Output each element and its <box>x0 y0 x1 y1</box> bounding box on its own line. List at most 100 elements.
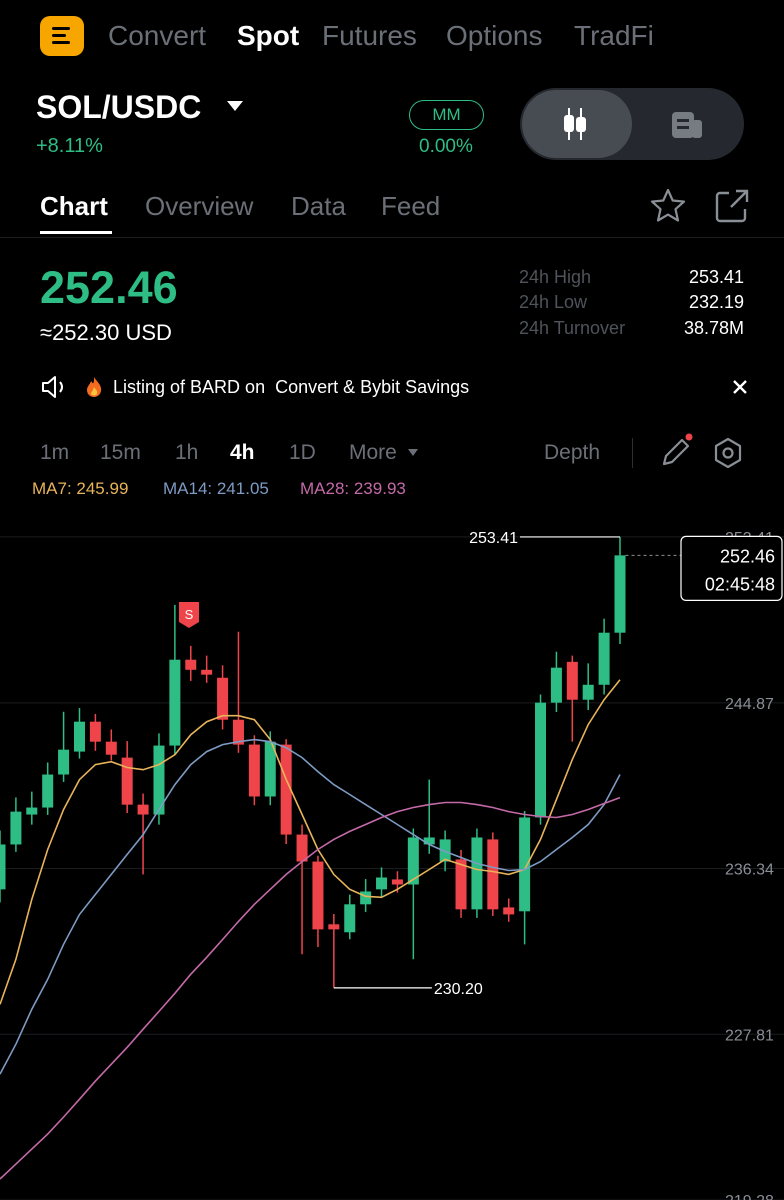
fire-icon <box>87 377 102 397</box>
signal-shape <box>179 602 199 628</box>
ma-line <box>0 679 621 1005</box>
candle-body <box>550 667 562 703</box>
price-change: +8.11% <box>36 135 103 157</box>
candle-body <box>217 677 229 720</box>
tab[interactable]: Feed <box>381 191 441 221</box>
candle-body <box>487 839 499 910</box>
candle-body <box>407 837 419 885</box>
last-price-label: 252.46 <box>720 546 775 566</box>
stat-label: 24h Turnover <box>519 318 626 338</box>
candle-body <box>26 807 38 815</box>
candle-body <box>105 741 117 755</box>
candle-body <box>391 879 403 885</box>
candle-body <box>58 749 70 775</box>
stat-label: 24h Low <box>519 292 588 312</box>
candle-body <box>423 837 435 845</box>
y-tick-label: 227.81 <box>725 1027 774 1044</box>
more-caret <box>408 449 418 456</box>
interval[interactable]: 1m <box>40 441 70 464</box>
low-marker-label: 230.20 <box>434 981 483 998</box>
candle-body <box>519 817 531 912</box>
countdown: 02:45:48 <box>705 574 775 594</box>
candle-body <box>471 837 483 910</box>
nav-tab[interactable]: Futures <box>322 20 417 51</box>
interval[interactable]: 15m <box>100 441 141 464</box>
chart: 253.41244.87236.34227.81219.28253.41230.… <box>0 530 784 1200</box>
nav-tab[interactable]: TradFi <box>574 20 654 51</box>
candle-body <box>89 721 101 742</box>
candle-body <box>0 844 6 890</box>
y-tick-label: 236.34 <box>725 862 774 879</box>
divider <box>0 237 784 238</box>
candle-body <box>312 861 324 930</box>
close-icon[interactable] <box>731 378 749 396</box>
nav-tab[interactable]: Convert <box>108 20 207 51</box>
candle-body <box>73 721 85 752</box>
tab-active[interactable]: Chart <box>40 191 108 221</box>
candle-body <box>582 684 594 700</box>
candle-body <box>10 811 22 845</box>
candle-body <box>280 744 292 835</box>
stat-value: 253.41 <box>688 267 744 287</box>
candle-body <box>328 924 340 930</box>
interval-active[interactable]: 4h <box>230 441 255 464</box>
stat-value: 38.78M <box>683 318 744 338</box>
nav-tab-active[interactable]: Spot <box>237 20 300 51</box>
favorite-icon[interactable] <box>649 187 687 225</box>
speaker-icon <box>42 376 63 398</box>
candle-body <box>264 741 276 797</box>
last-price: 252.46 <box>40 262 178 313</box>
interval[interactable]: 1h <box>175 441 199 464</box>
banner-text[interactable]: Listing of BARD on Convert & Bybit Savin… <box>113 377 470 397</box>
candle-body <box>153 745 165 815</box>
y-tick-label: 244.87 <box>725 696 774 713</box>
settings-icon[interactable] <box>712 437 744 469</box>
candle-body <box>598 632 610 685</box>
candle-body <box>169 659 181 746</box>
share-icon[interactable] <box>714 188 750 224</box>
nav-tab[interactable]: Options <box>446 20 543 51</box>
candle-body <box>344 904 356 933</box>
candle-body <box>614 555 626 633</box>
candle-body <box>296 834 308 862</box>
signal-badge: S <box>179 602 199 628</box>
signal-label: S <box>185 607 194 622</box>
mm-value: 0.00% <box>419 136 473 157</box>
ma-legend: MA28: 239.93 <box>300 479 406 498</box>
candle-body <box>201 669 213 675</box>
candle-body <box>360 891 372 905</box>
view-toggle <box>520 88 744 160</box>
candle-body <box>185 659 197 670</box>
depth-button[interactable]: Depth <box>544 441 601 464</box>
candle-body <box>121 757 133 805</box>
draw-icon[interactable] <box>658 432 694 468</box>
ma-line <box>0 796 621 1180</box>
candle-icon <box>564 108 586 140</box>
last-price-box <box>680 535 783 601</box>
candle-body <box>137 804 149 815</box>
candle-body <box>248 744 260 797</box>
interval[interactable]: 1D <box>289 441 316 464</box>
tab[interactable]: Data <box>291 191 346 221</box>
candle-body <box>42 774 54 808</box>
candle-body <box>232 719 244 745</box>
divider <box>632 438 633 468</box>
interval-more[interactable]: More <box>349 441 397 464</box>
mm-badge[interactable]: MM <box>409 100 484 130</box>
menu-button[interactable] <box>40 16 84 56</box>
y-tick-label: 219.28 <box>725 1193 774 1200</box>
tab-underline <box>40 231 112 234</box>
book-icon[interactable] <box>670 110 704 140</box>
pair-symbol[interactable]: SOL/USDC <box>36 89 202 125</box>
stat-label: 24h High <box>519 267 592 287</box>
candle-body <box>503 907 515 915</box>
ma-legend: MA7: 245.99 <box>32 479 129 498</box>
tab[interactable]: Overview <box>145 191 254 221</box>
dropdown-icon[interactable] <box>226 100 244 112</box>
usd-price: ≈252.30 USD <box>40 320 172 345</box>
stat-value: 232.19 <box>688 292 744 312</box>
ma-legend: MA14: 241.05 <box>163 479 269 498</box>
candle-body <box>439 839 451 862</box>
candle-body <box>566 661 578 700</box>
ma-line <box>0 738 621 1075</box>
